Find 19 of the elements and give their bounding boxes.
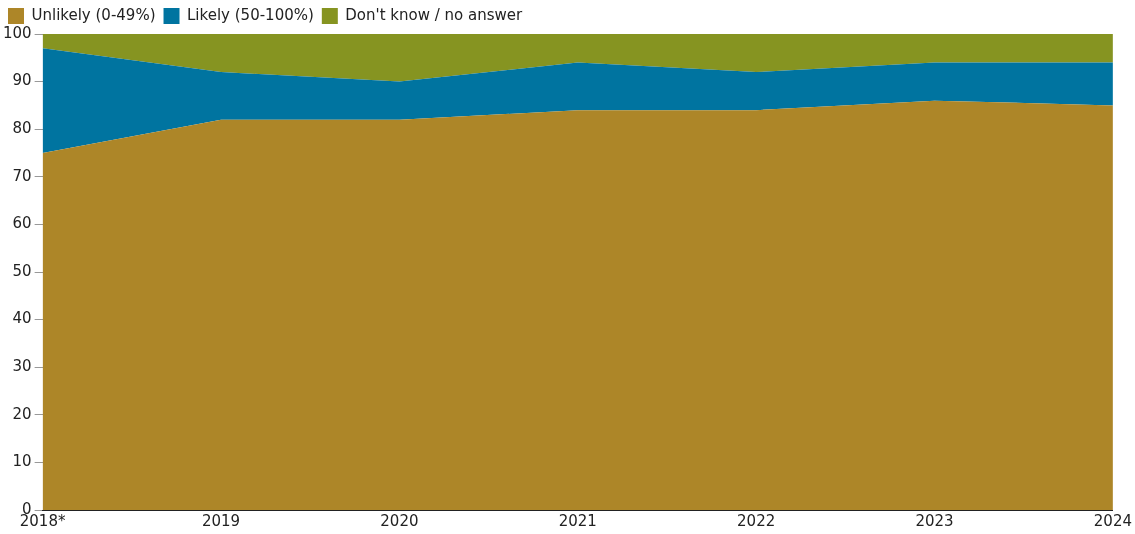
x-tick-label: 2019 (201, 511, 241, 530)
y-tick-label: 100 (2, 23, 32, 42)
x-tick-label: 2021 (558, 511, 597, 530)
y-tick-label: 20 (12, 404, 32, 423)
y-tick-label: 80 (12, 119, 32, 138)
legend-label: Don't know / no answer (345, 5, 524, 24)
x-tick-label: 2023 (915, 511, 954, 530)
y-tick-label: 90 (12, 71, 32, 90)
y-tick-label: 30 (12, 357, 32, 376)
y-tick-label: 70 (12, 166, 32, 185)
x-tick-label: 2024 (1093, 511, 1133, 530)
y-tick-label: 10 (12, 452, 32, 471)
x-tick-label: 2020 (380, 511, 419, 530)
x-tick-label: 2022 (737, 511, 776, 530)
y-tick-label: 50 (12, 261, 32, 280)
legend-label: Unlikely (0-49%) (31, 5, 156, 24)
y-tick-label: 40 (12, 309, 32, 328)
legend-label: Likely (50-100%) (187, 5, 314, 24)
y-tick-label: 60 (12, 214, 32, 233)
